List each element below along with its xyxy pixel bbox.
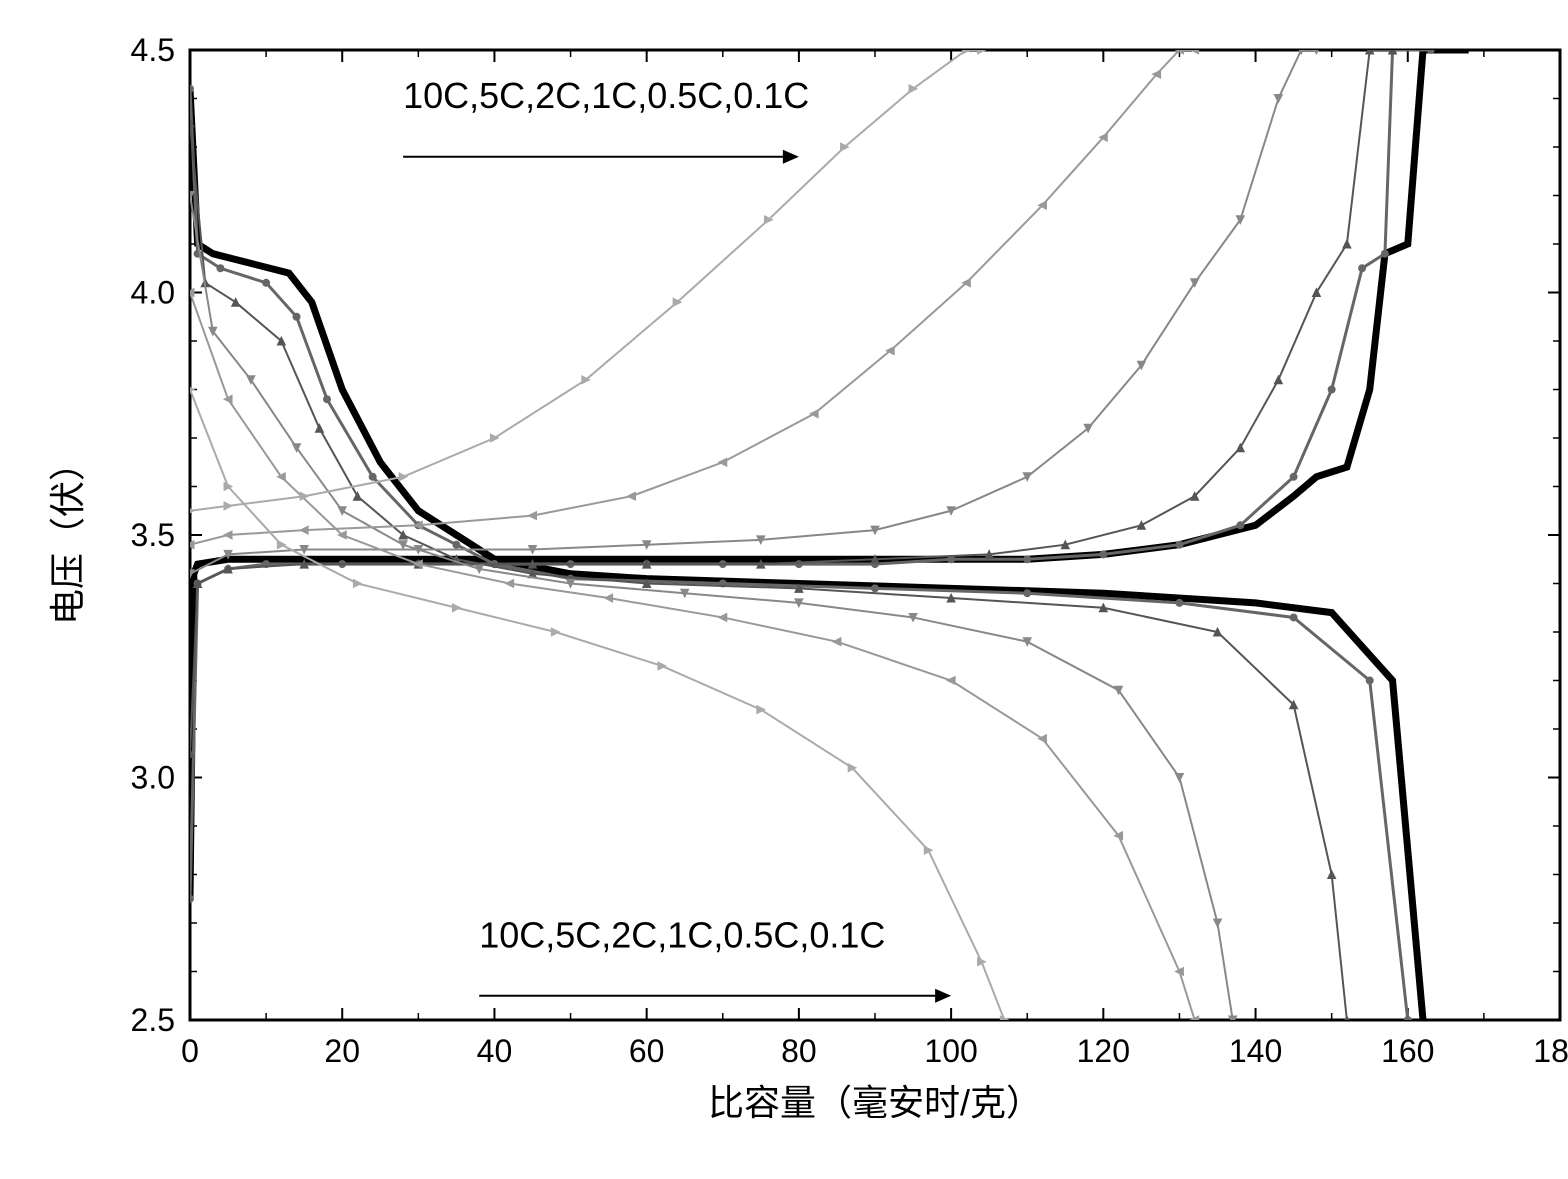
xtick-label: 160: [1381, 1033, 1434, 1069]
xtick-label: 140: [1229, 1033, 1282, 1069]
series-line: [190, 50, 1195, 545]
marker: [1274, 95, 1282, 103]
y-axis-label: 电压（伏）: [47, 445, 88, 625]
ytick-label: 4.0: [131, 275, 175, 311]
marker: [719, 613, 727, 621]
marker: [277, 541, 285, 549]
marker: [1023, 473, 1031, 481]
marker: [1175, 774, 1183, 782]
ytick-label: 4.5: [131, 32, 175, 68]
xtick-label: 120: [1077, 1033, 1130, 1069]
marker: [1274, 376, 1282, 384]
marker: [1176, 599, 1183, 606]
ytick-label: 2.5: [131, 1002, 175, 1038]
marker: [217, 265, 224, 272]
marker: [324, 396, 331, 403]
annotation-text: 10C,5C,2C,1C,0.5C,0.1C: [479, 914, 885, 955]
marker: [1290, 473, 1297, 480]
marker: [872, 585, 879, 592]
marker: [551, 628, 559, 636]
marker: [1176, 541, 1183, 548]
series-line: [190, 123, 1347, 1020]
marker: [187, 895, 194, 902]
marker: [1404, 1017, 1411, 1024]
ytick-label: 3.5: [131, 517, 175, 553]
marker: [452, 604, 460, 612]
marker: [369, 473, 376, 480]
marker: [605, 594, 613, 602]
series-line: [190, 196, 1233, 1021]
ytick-label: 3.0: [131, 760, 175, 796]
marker: [1290, 614, 1297, 621]
series-line: [190, 89, 1423, 1020]
marker: [1381, 250, 1388, 257]
marker: [1024, 590, 1031, 597]
marker: [1328, 871, 1336, 879]
marker: [453, 541, 460, 548]
marker: [810, 410, 818, 418]
xtick-label: 60: [629, 1033, 665, 1069]
series-line: [190, 293, 1195, 1021]
marker: [947, 677, 955, 685]
marker: [263, 279, 270, 286]
annotation-text: 10C,5C,2C,1C,0.5C,0.1C: [403, 75, 809, 116]
marker: [1366, 677, 1373, 684]
x-axis-label: 比容量（毫安时/克）: [708, 1082, 1042, 1123]
marker: [1343, 240, 1351, 248]
marker: [506, 580, 514, 588]
marker: [1237, 522, 1244, 529]
marker: [1214, 919, 1222, 927]
marker: [187, 85, 194, 92]
marker: [1427, 47, 1434, 54]
xtick-label: 0: [181, 1033, 199, 1069]
marker: [1000, 1016, 1008, 1024]
marker: [978, 46, 986, 54]
annotation-arrow-head: [783, 150, 799, 164]
marker: [224, 531, 232, 539]
marker: [719, 458, 727, 466]
marker: [658, 662, 666, 670]
marker: [833, 638, 841, 646]
marker: [293, 313, 300, 320]
marker: [627, 492, 635, 500]
marker: [1359, 265, 1366, 272]
xtick-label: 80: [781, 1033, 817, 1069]
marker: [338, 507, 346, 515]
annotation-arrow-head: [935, 989, 951, 1003]
xtick-label: 100: [924, 1033, 977, 1069]
marker: [529, 512, 537, 520]
marker: [924, 846, 932, 854]
marker: [224, 502, 232, 510]
marker: [1191, 46, 1199, 54]
marker: [315, 424, 323, 432]
xtick-label: 180: [1533, 1033, 1568, 1069]
marker: [1328, 386, 1335, 393]
xtick-label: 20: [324, 1033, 360, 1069]
marker: [399, 473, 407, 481]
marker: [353, 580, 361, 588]
marker: [300, 526, 308, 534]
marker: [1100, 551, 1107, 558]
marker: [1024, 556, 1031, 563]
chart-container: 0 20 40 60 80 100 120 140 160 180 2.5 3.0 3.5 4.0 4.5 比…: [20, 20, 1568, 1159]
series-line: [190, 50, 1431, 899]
marker: [962, 46, 970, 54]
marker: [1236, 444, 1244, 452]
series-group: [186, 46, 1469, 1024]
marker: [978, 958, 986, 966]
marker: [353, 492, 361, 500]
series-line: [190, 50, 1469, 899]
series-line: [190, 89, 1408, 1020]
series-line: [190, 50, 982, 511]
xtick-label: 40: [477, 1033, 513, 1069]
chart-svg: 0 20 40 60 80 100 120 140 160 180 2.5 3.0 3.5 4.0 4.5 比…: [20, 20, 1568, 1159]
